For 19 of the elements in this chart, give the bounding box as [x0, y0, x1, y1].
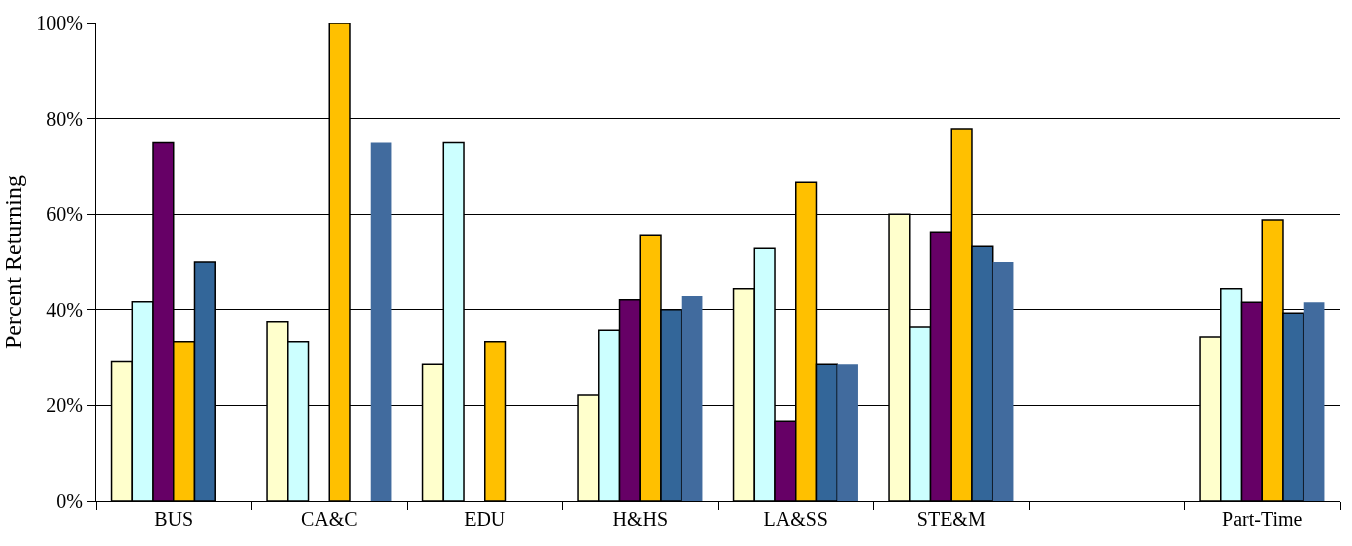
x-tick-label: STE&M [916, 508, 986, 530]
y-tick-label: 0% [56, 490, 83, 512]
x-tick-label: H&HS [612, 508, 669, 530]
bar [370, 142, 392, 501]
bar [837, 364, 858, 501]
bar [992, 262, 1014, 501]
y-axis-title: Percent Returning [0, 175, 26, 349]
bar [681, 295, 703, 501]
y-tick-label: 40% [46, 298, 83, 321]
x-tick-label: CA&C [300, 508, 358, 530]
x-tick-label: Part-Time [1222, 508, 1303, 530]
y-tick-label: 20% [46, 394, 83, 417]
x-tick-label: EDU [464, 508, 506, 530]
bar [1303, 302, 1325, 501]
x-tick-label: BUS [154, 508, 194, 530]
y-tick-label: 80% [46, 107, 83, 130]
y-tick-label: 100% [36, 12, 83, 34]
y-tick-label: 60% [46, 203, 83, 226]
x-tick-label: LA&SS [763, 508, 828, 530]
